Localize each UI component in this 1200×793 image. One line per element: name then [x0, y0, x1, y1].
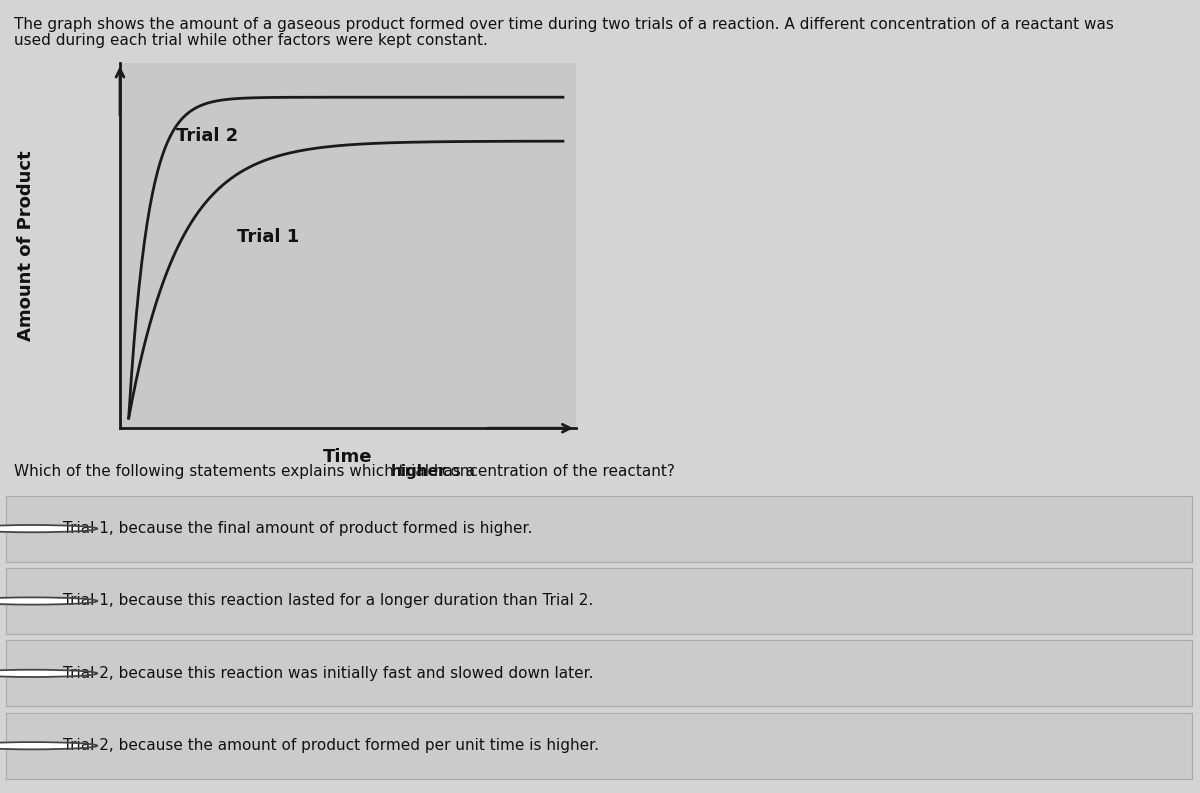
Text: Amount of Product: Amount of Product	[17, 151, 36, 341]
Text: Trial 1, because this reaction lasted for a longer duration than Trial 2.: Trial 1, because this reaction lasted fo…	[62, 593, 593, 608]
Text: used during each trial while other factors were kept constant.: used during each trial while other facto…	[14, 33, 488, 48]
Circle shape	[0, 597, 97, 604]
Text: higher: higher	[391, 464, 446, 479]
Text: Time: Time	[323, 448, 373, 466]
Text: Which of the following statements explains which trial has a: Which of the following statements explai…	[14, 464, 480, 479]
Text: Trial 2, because the amount of product formed per unit time is higher.: Trial 2, because the amount of product f…	[62, 738, 599, 753]
Circle shape	[0, 525, 97, 532]
Text: concentration of the reactant?: concentration of the reactant?	[437, 464, 674, 479]
Text: Trial 1, because the final amount of product formed is higher.: Trial 1, because the final amount of pro…	[62, 521, 533, 536]
Text: Trial 2, because this reaction was initially fast and slowed down later.: Trial 2, because this reaction was initi…	[62, 666, 594, 681]
Text: Trial 1: Trial 1	[238, 228, 300, 247]
Circle shape	[0, 670, 97, 677]
Circle shape	[0, 742, 97, 749]
Text: Trial 2: Trial 2	[176, 127, 239, 145]
Text: The graph shows the amount of a gaseous product formed over time during two tria: The graph shows the amount of a gaseous …	[14, 17, 1115, 33]
